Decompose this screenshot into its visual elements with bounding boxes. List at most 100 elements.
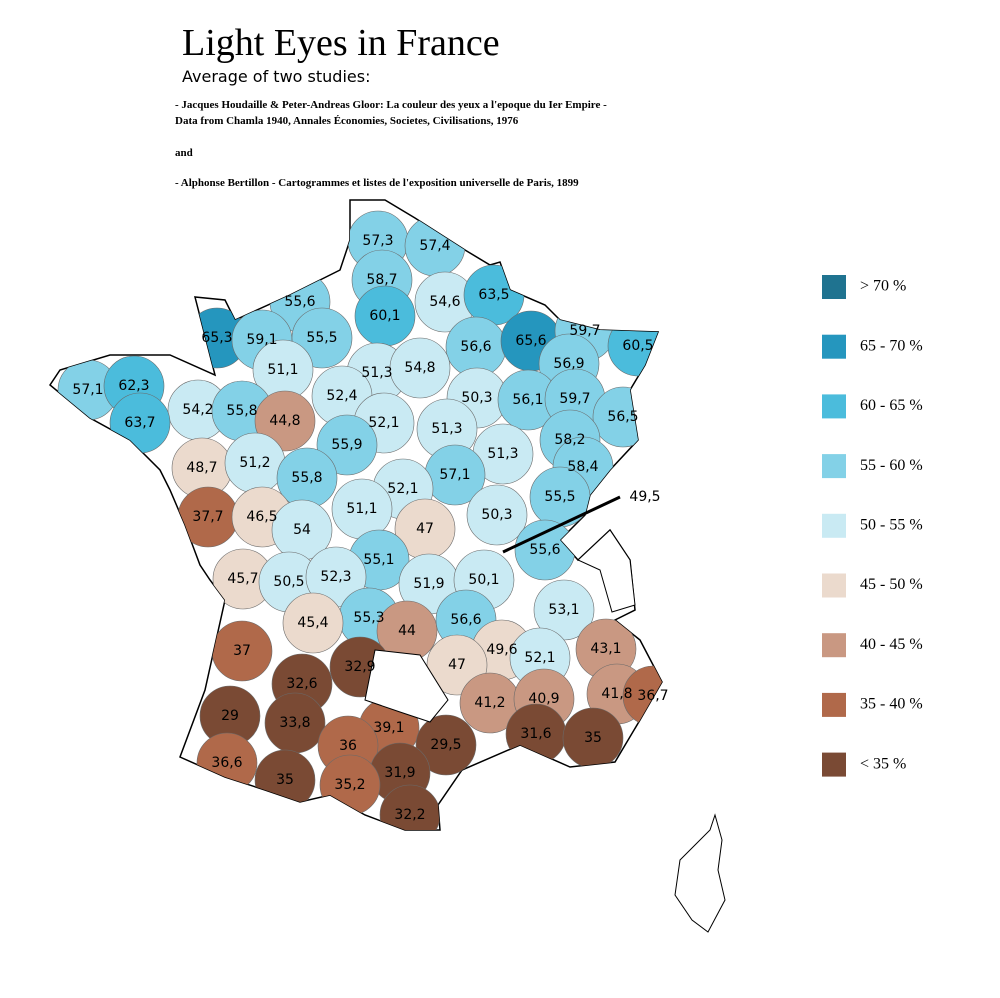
department-label: 44 bbox=[398, 623, 416, 639]
department-label: 51,3 bbox=[487, 446, 518, 462]
department-label: 35 bbox=[584, 730, 602, 746]
subtitle: Average of two studies: bbox=[182, 67, 370, 86]
department-label: 52,1 bbox=[524, 650, 555, 666]
department bbox=[415, 714, 477, 776]
department-label: 55,6 bbox=[529, 542, 560, 558]
department-label: 51,1 bbox=[267, 362, 298, 378]
department-label: 29,5 bbox=[430, 737, 461, 753]
department-label: 57,1 bbox=[439, 467, 470, 483]
department-label: 32,9 bbox=[344, 659, 375, 675]
department-label: 56,6 bbox=[450, 612, 481, 628]
legend-swatch bbox=[822, 394, 846, 419]
legend-label: 60 - 65 % bbox=[860, 397, 923, 414]
department-label: 65,6 bbox=[515, 333, 546, 349]
title: Light Eyes in France bbox=[182, 22, 500, 64]
department-label: 52,1 bbox=[368, 415, 399, 431]
department-label: 32,2 bbox=[394, 807, 425, 823]
legend-label: < 35 % bbox=[860, 755, 906, 772]
legend-swatch bbox=[822, 573, 846, 598]
department-label: 56,9 bbox=[553, 356, 584, 372]
department-label: 59,7 bbox=[569, 323, 600, 339]
department-label: 52,1 bbox=[387, 481, 418, 497]
department-label: 43,1 bbox=[590, 641, 621, 657]
callout-line bbox=[502, 495, 621, 554]
department-label: 47 bbox=[416, 521, 434, 537]
legend-swatch bbox=[822, 513, 846, 538]
department bbox=[316, 414, 378, 476]
department-label: 35,2 bbox=[334, 777, 365, 793]
legend-label: 55 - 60 % bbox=[860, 457, 923, 474]
department-label: 35 bbox=[276, 772, 294, 788]
department-label: 52,3 bbox=[320, 569, 351, 585]
department-label: 50,3 bbox=[461, 390, 492, 406]
department-label: 41,8 bbox=[601, 686, 632, 702]
department-label: 49,6 bbox=[486, 642, 517, 658]
department-label: 50,1 bbox=[468, 572, 499, 588]
department-label: 55,3 bbox=[353, 610, 384, 626]
department-label: 58,4 bbox=[567, 459, 598, 475]
department-label: 62,3 bbox=[118, 378, 149, 394]
department-label: 55,5 bbox=[544, 489, 575, 505]
legend-label: > 70 % bbox=[860, 278, 906, 295]
source-line: - Alphonse Bertillon - Cartogrammes et l… bbox=[175, 177, 579, 189]
department-label: 37 bbox=[233, 643, 251, 659]
department-label: 55,5 bbox=[306, 330, 337, 346]
savoie-area bbox=[577, 529, 636, 613]
department-label: 36 bbox=[339, 738, 357, 754]
department bbox=[389, 337, 451, 399]
department-label: 54,8 bbox=[404, 360, 435, 376]
legend-swatch bbox=[822, 633, 846, 658]
department-label: 53,1 bbox=[548, 602, 579, 618]
department-label: 47 bbox=[448, 657, 466, 673]
department-label: 57,1 bbox=[72, 382, 103, 398]
department-labels: 57,3 57,4 58,7 55,6 60,1 54,6 63,5 65,3 59,1 55,5… bbox=[72, 233, 668, 823]
department-label: 54,2 bbox=[182, 402, 213, 418]
department-label: 45,4 bbox=[297, 615, 328, 631]
department-label: 59,7 bbox=[559, 391, 590, 407]
department-label: 57,4 bbox=[419, 238, 450, 254]
callout-label: 49,5 bbox=[629, 489, 660, 505]
department-label: 60,5 bbox=[622, 338, 653, 354]
department-label: 54 bbox=[293, 522, 311, 538]
source-line: Data from Chamla 1940, Annales Économies… bbox=[175, 115, 519, 127]
legend: > 70 % 65 - 70 % 60 - 65 % 55 - 60 % 50 - 55… bbox=[822, 275, 923, 777]
legend-label: 40 - 45 % bbox=[860, 636, 923, 653]
department-label: 59,1 bbox=[246, 332, 277, 348]
department-label: 57,3 bbox=[362, 233, 393, 249]
department-label: 40,9 bbox=[528, 691, 559, 707]
department-label: 45,7 bbox=[227, 571, 258, 587]
department-label: 63,5 bbox=[478, 287, 509, 303]
department-label: 63,7 bbox=[124, 415, 155, 431]
department-label: 58,2 bbox=[554, 432, 585, 448]
legend-label: 35 - 40 % bbox=[860, 696, 923, 713]
department-label: 31,9 bbox=[384, 765, 415, 781]
department-label: 56,1 bbox=[512, 392, 543, 408]
legend-label: 45 - 50 % bbox=[860, 576, 923, 593]
department-label: 55,8 bbox=[226, 403, 257, 419]
department bbox=[466, 484, 528, 546]
department-label: 56,5 bbox=[607, 409, 638, 425]
department-label: 51,1 bbox=[346, 501, 377, 517]
legend-swatch bbox=[822, 275, 846, 299]
department-label: 55,8 bbox=[291, 470, 322, 486]
department-label: 55,6 bbox=[284, 294, 315, 310]
source-line: and bbox=[175, 147, 193, 159]
department-label: 36,7 bbox=[637, 688, 668, 704]
department-label: 50,3 bbox=[481, 507, 512, 523]
department-label: 32,6 bbox=[286, 676, 317, 692]
department-label: 55,1 bbox=[363, 552, 394, 568]
department-label: 56,6 bbox=[460, 339, 491, 355]
department-label: 29 bbox=[221, 708, 239, 724]
department-label: 51,2 bbox=[239, 455, 270, 471]
department-label: 51,9 bbox=[413, 576, 444, 592]
massif-gap bbox=[364, 649, 449, 723]
legend-label: 65 - 70 % bbox=[860, 337, 923, 354]
department-label: 37,7 bbox=[192, 509, 223, 525]
department-label: 46,5 bbox=[246, 509, 277, 525]
department-label: 51,3 bbox=[361, 365, 392, 381]
source-line: - Jacques Houdaille & Peter-Andreas Gloo… bbox=[175, 99, 607, 111]
department-label: 48,7 bbox=[186, 460, 217, 476]
department bbox=[254, 390, 316, 452]
department-label: 50,5 bbox=[273, 574, 304, 590]
